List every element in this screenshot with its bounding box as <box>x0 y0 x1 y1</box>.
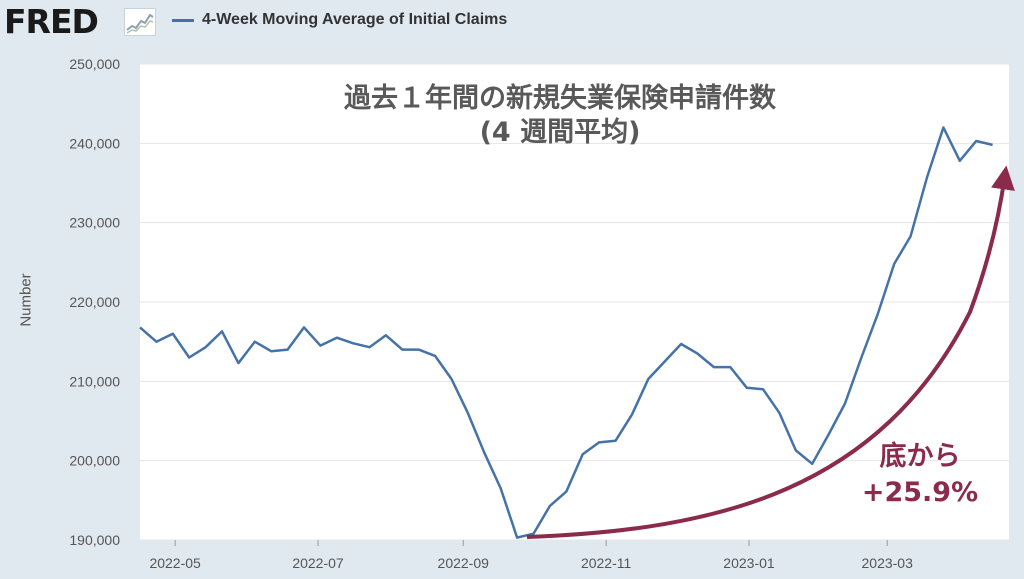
data-point[interactable] <box>249 336 261 348</box>
data-point[interactable] <box>511 532 523 544</box>
data-point[interactable] <box>855 352 867 364</box>
data-point[interactable] <box>724 361 736 373</box>
data-point[interactable] <box>905 230 917 242</box>
data-point[interactable] <box>774 407 786 419</box>
data-point[interactable] <box>675 338 687 350</box>
data-point[interactable] <box>298 321 310 333</box>
data-point[interactable] <box>200 341 212 353</box>
fred-logo[interactable]: FRED <box>4 2 99 41</box>
data-point[interactable] <box>495 482 507 494</box>
x-tick-label: 2023-03 <box>862 555 914 571</box>
gain-arrow <box>526 165 1015 539</box>
data-point[interactable] <box>364 341 376 353</box>
data-point[interactable] <box>577 448 589 460</box>
y-tick-label: 230,000 <box>69 215 120 231</box>
data-point[interactable] <box>413 344 425 356</box>
series-line-initial-claims <box>139 126 993 539</box>
data-point[interactable] <box>708 361 720 373</box>
grid-lines <box>140 63 1009 541</box>
x-tick-labels: 2022-05 2022-07 2022-09 2022-11 2023-01 2023-… <box>149 540 913 571</box>
annotation-gain-line1: 底から <box>879 441 961 472</box>
data-point[interactable] <box>396 344 408 356</box>
data-point[interactable] <box>659 356 671 368</box>
legend-series-label[interactable]: 4-Week Moving Average of Initial Claims <box>202 11 508 28</box>
x-tick-label: 2022-05 <box>149 555 201 571</box>
x-tick-label: 2023-01 <box>723 555 775 571</box>
data-point[interactable] <box>544 500 556 512</box>
data-point[interactable] <box>560 486 572 498</box>
data-point[interactable] <box>347 337 359 349</box>
data-point[interactable] <box>921 171 933 183</box>
data-point[interactable] <box>446 373 458 385</box>
chart-header: FRED 4-Week Moving Average of Initial Cl… <box>0 0 1024 44</box>
data-point[interactable] <box>872 308 884 320</box>
annotation-gain-line2: +25.9% <box>861 477 979 508</box>
data-point[interactable] <box>314 340 326 352</box>
data-point[interactable] <box>380 329 392 341</box>
y-tick-label: 250,000 <box>69 56 120 72</box>
data-point[interactable] <box>183 352 195 364</box>
data-point[interactable] <box>790 444 802 456</box>
data-point[interactable] <box>216 325 228 337</box>
annotation-title-line2: (4 週間平均) <box>479 117 641 148</box>
data-point[interactable] <box>593 436 605 448</box>
y-tick-label: 210,000 <box>69 373 120 389</box>
data-point[interactable] <box>462 407 474 419</box>
data-point[interactable] <box>478 447 490 459</box>
data-point[interactable] <box>331 332 343 344</box>
y-tick-label: 240,000 <box>69 135 120 151</box>
chart-line-icon <box>124 8 156 36</box>
data-point[interactable] <box>642 373 654 385</box>
data-point[interactable] <box>150 336 162 348</box>
y-tick-label: 200,000 <box>69 453 120 469</box>
x-tick-label: 2022-11 <box>581 555 632 571</box>
data-point[interactable] <box>610 435 622 447</box>
data-point[interactable] <box>282 344 294 356</box>
data-point[interactable] <box>823 429 835 441</box>
data-point[interactable] <box>888 258 900 270</box>
data-point[interactable] <box>937 122 949 134</box>
y-tick-label: 220,000 <box>69 294 120 310</box>
y-tick-label: 190,000 <box>69 532 120 548</box>
y-tick-labels: 190,000 200,000 210,000 220,000 230,000 240,0… <box>69 56 120 548</box>
data-point[interactable] <box>626 409 638 421</box>
data-point[interactable] <box>167 328 179 340</box>
x-tick-label: 2022-07 <box>292 555 344 571</box>
data-point[interactable] <box>954 155 966 167</box>
data-point[interactable] <box>741 382 753 394</box>
data-point[interactable] <box>429 350 441 362</box>
data-point[interactable] <box>839 398 851 410</box>
data-point[interactable] <box>806 458 818 470</box>
data-point[interactable] <box>970 135 982 147</box>
annotation-title-line1: 過去１年間の新規失業保険申請件数 <box>344 83 776 114</box>
data-point[interactable] <box>134 321 146 333</box>
data-point[interactable] <box>265 345 277 357</box>
legend-swatch <box>172 19 194 22</box>
data-point[interactable] <box>757 383 769 395</box>
data-point[interactable] <box>987 139 999 151</box>
data-point[interactable] <box>692 348 704 360</box>
x-tick-label: 2022-09 <box>438 555 490 571</box>
data-point[interactable] <box>232 357 244 369</box>
